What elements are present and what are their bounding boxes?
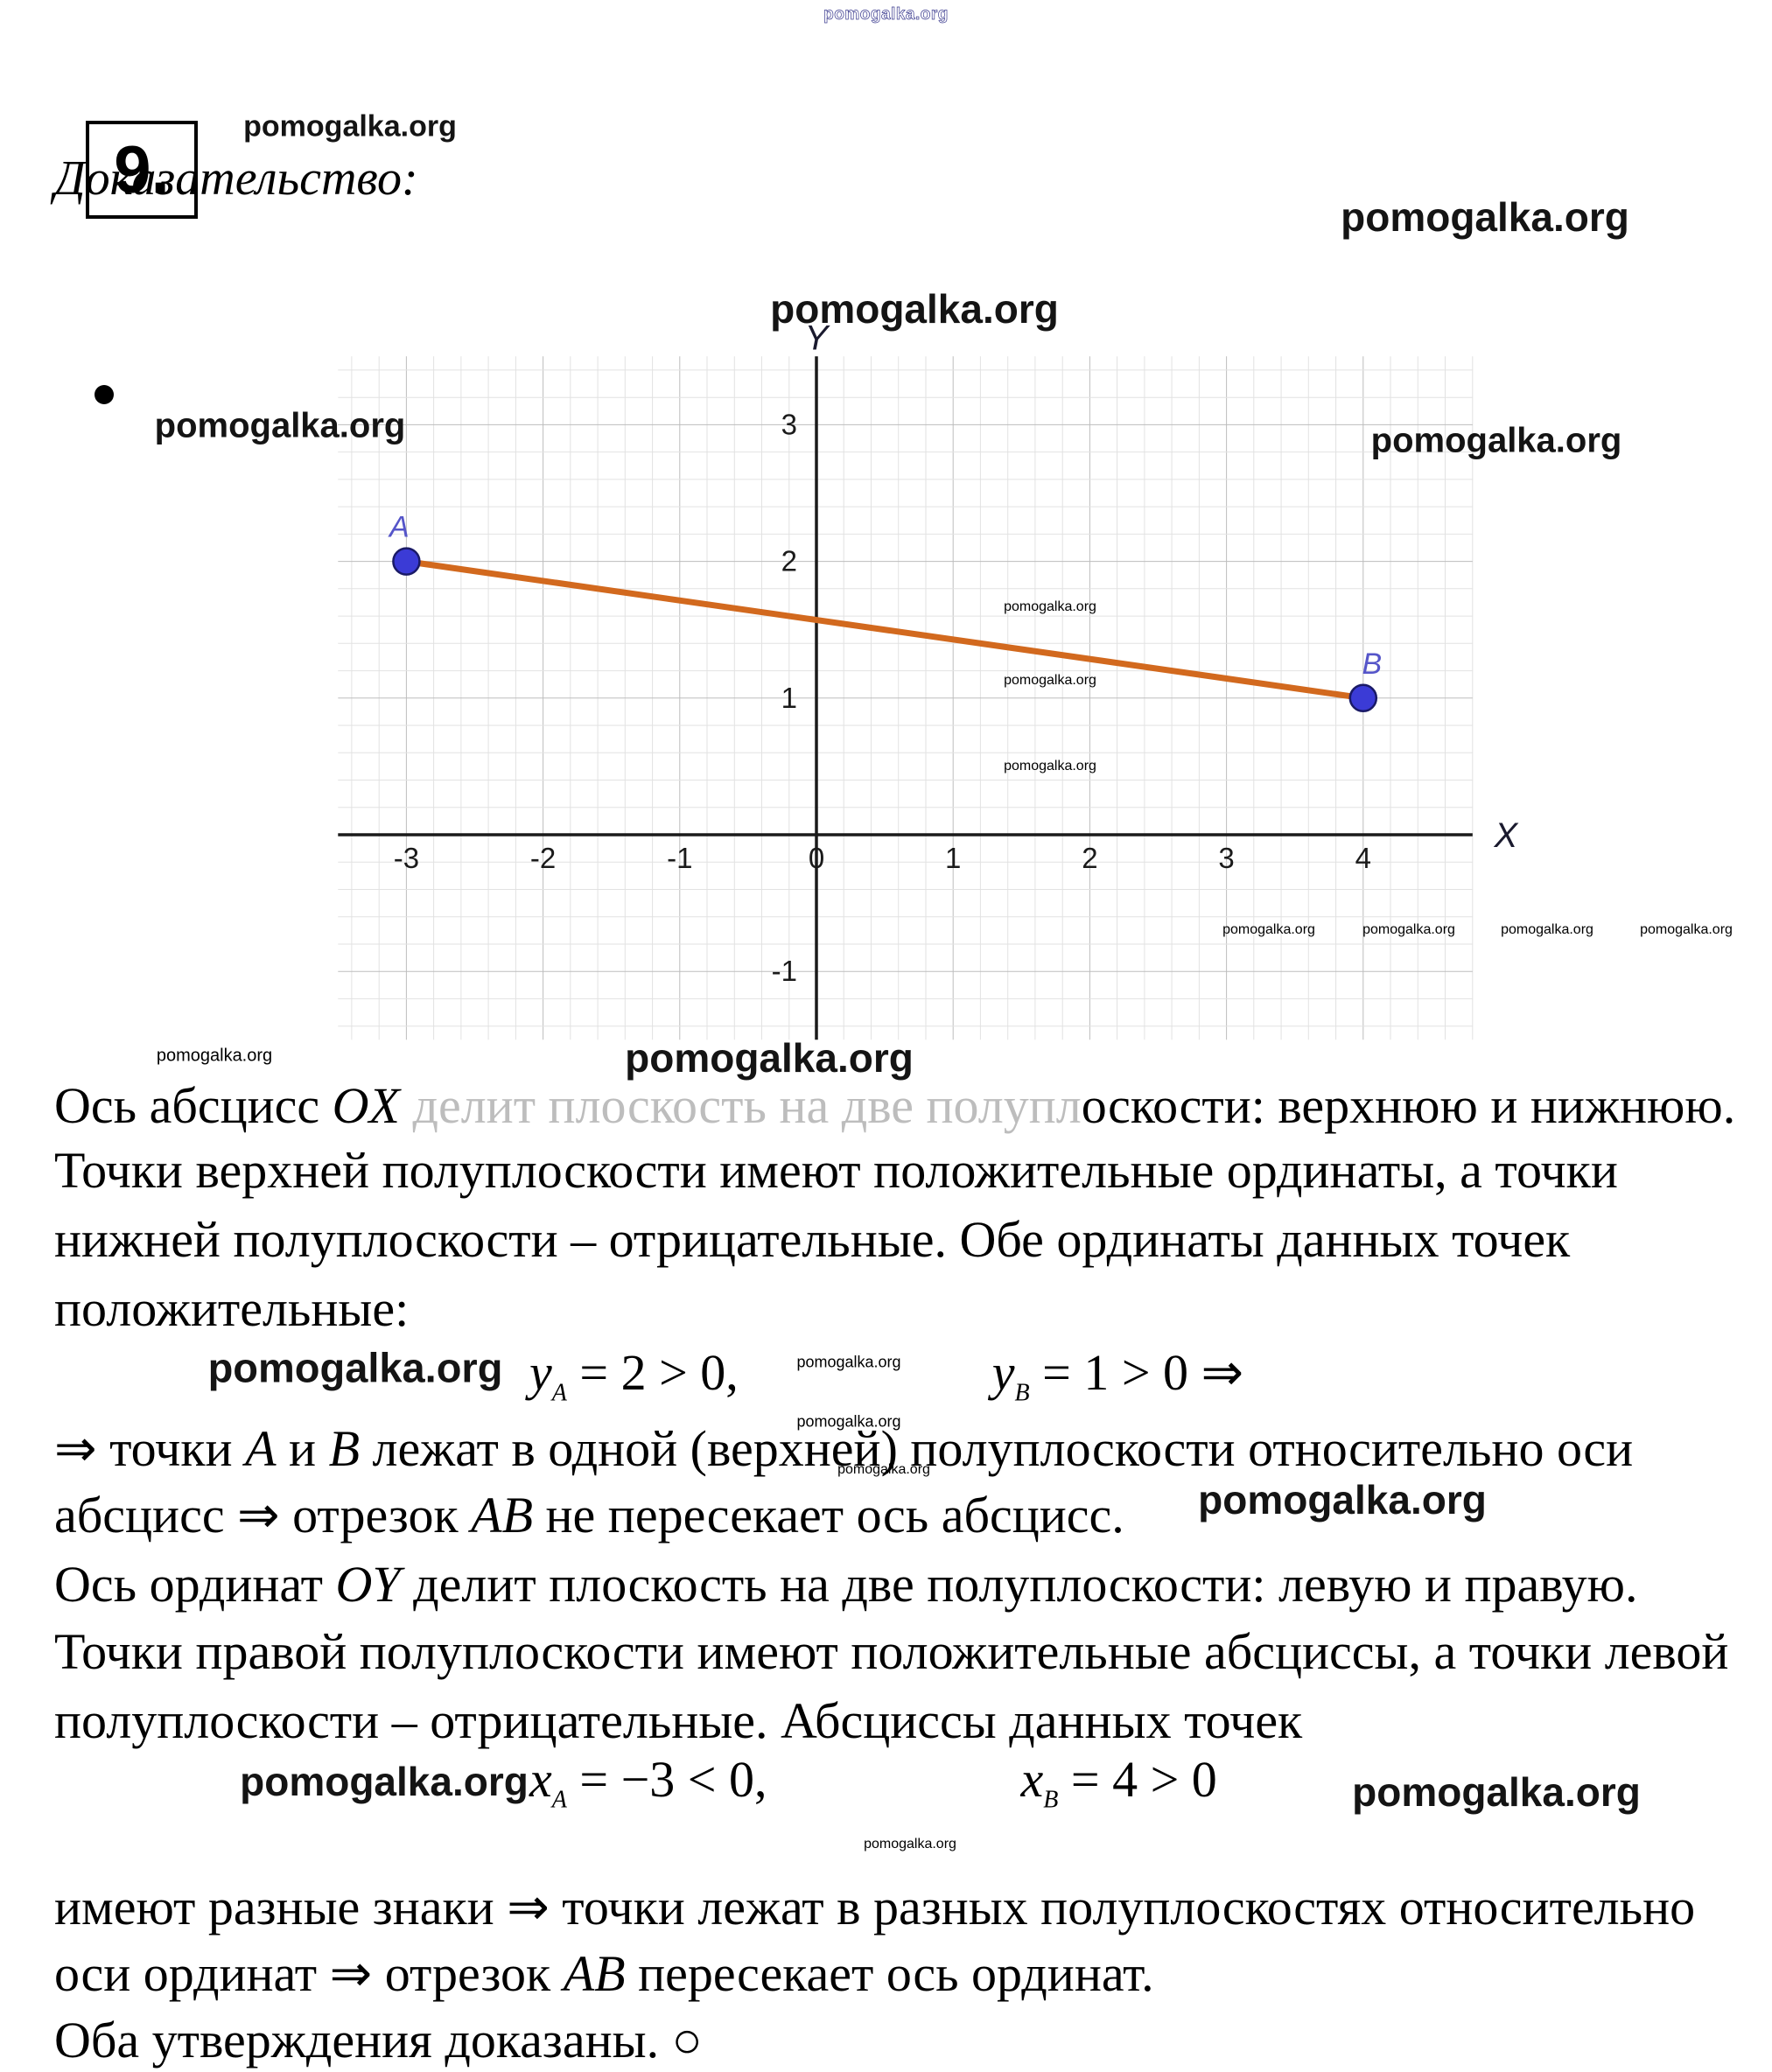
svg-text:1: 1 — [945, 842, 961, 874]
svg-text:1: 1 — [781, 682, 797, 714]
svg-text:3: 3 — [1218, 842, 1234, 874]
svg-text:4: 4 — [1355, 842, 1371, 874]
svg-text:2: 2 — [1082, 842, 1097, 874]
svg-text:-3: -3 — [394, 842, 419, 874]
svg-text:0: 0 — [809, 842, 824, 874]
svg-text:-2: -2 — [530, 842, 556, 874]
svg-text:A: A — [388, 511, 410, 544]
svg-text:3: 3 — [781, 408, 797, 440]
svg-text:-1: -1 — [667, 842, 692, 874]
svg-text:-1: -1 — [772, 955, 797, 987]
svg-text:X: X — [1493, 816, 1518, 855]
svg-text:B: B — [1362, 648, 1382, 681]
svg-text:2: 2 — [781, 545, 797, 578]
